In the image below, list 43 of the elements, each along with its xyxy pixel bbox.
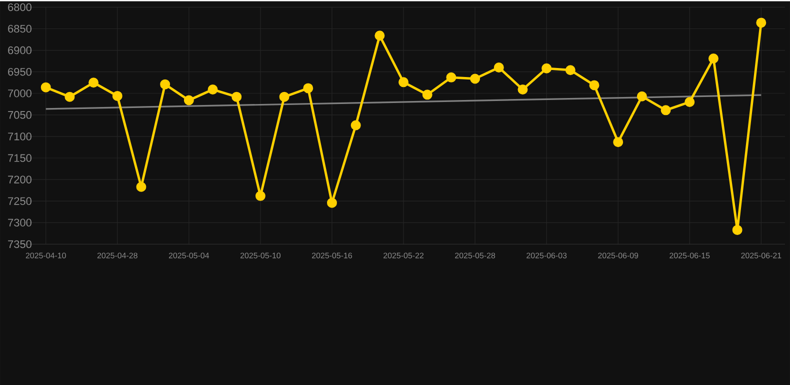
point bbox=[518, 84, 528, 94]
point bbox=[279, 92, 290, 102]
y-tick-label: 6850 bbox=[8, 24, 32, 33]
point bbox=[636, 91, 647, 102]
point bbox=[40, 82, 51, 92]
point bbox=[565, 65, 576, 76]
y-tick-label: 6800 bbox=[8, 3, 32, 11]
point bbox=[613, 136, 624, 147]
y-tick-label: 7050 bbox=[8, 110, 32, 119]
point bbox=[64, 92, 75, 102]
point bbox=[398, 77, 409, 88]
point bbox=[494, 62, 504, 72]
point bbox=[88, 78, 99, 88]
y-tick-label: 7000 bbox=[8, 89, 32, 98]
point bbox=[684, 96, 695, 107]
point bbox=[208, 84, 218, 94]
y-tick-label: 7150 bbox=[8, 154, 32, 162]
y-tick-label: 7200 bbox=[8, 176, 32, 184]
point bbox=[589, 80, 600, 90]
point bbox=[446, 72, 456, 82]
y-tick-label: 7100 bbox=[8, 132, 32, 140]
point bbox=[732, 224, 742, 235]
point bbox=[756, 18, 766, 28]
point bbox=[136, 182, 146, 192]
y-tick-label: 7350 bbox=[8, 240, 32, 248]
point bbox=[232, 92, 242, 102]
y-tick-label: 6950 bbox=[8, 68, 32, 76]
point bbox=[112, 90, 122, 101]
point bbox=[542, 63, 552, 74]
point bbox=[184, 95, 194, 106]
y-tick-label: 6900 bbox=[8, 46, 32, 54]
point bbox=[422, 90, 432, 100]
point bbox=[470, 74, 480, 84]
point bbox=[160, 79, 170, 90]
point bbox=[303, 83, 314, 94]
point bbox=[350, 120, 361, 130]
point bbox=[326, 198, 337, 208]
point bbox=[660, 105, 671, 116]
point bbox=[255, 190, 266, 201]
point bbox=[374, 30, 385, 41]
y-tick-label: 7250 bbox=[8, 197, 32, 205]
point bbox=[708, 53, 718, 64]
y-tick-label: 7300 bbox=[8, 218, 32, 226]
